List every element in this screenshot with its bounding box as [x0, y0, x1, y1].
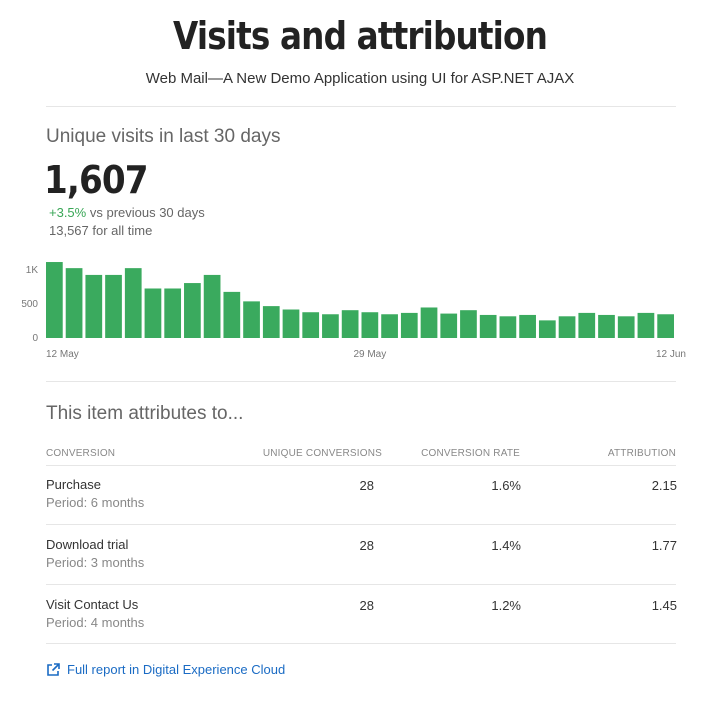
visits-bar[interactable]	[262, 306, 280, 338]
visits-bar[interactable]	[223, 291, 241, 338]
page-subtitle: Web Mail—A New Demo Application using UI…	[145, 70, 575, 87]
visits-bar[interactable]	[578, 312, 596, 338]
visits-bar[interactable]	[558, 316, 576, 338]
chart-divider	[46, 381, 676, 382]
visits-bar[interactable]	[341, 310, 359, 338]
unique-conversions-value: 28	[359, 478, 374, 493]
y-axis-tick-label: 500	[21, 299, 38, 310]
visits-bar[interactable]	[282, 309, 300, 338]
y-axis-tick-label: 1K	[26, 265, 39, 276]
y-axis-tick-label: 0	[32, 333, 38, 344]
conversion-rate-value: 1.2%	[491, 598, 521, 613]
attribution-value: 2.15	[651, 478, 677, 493]
conversion-name: Purchase	[46, 477, 101, 492]
row-divider	[46, 524, 676, 525]
visits-bar[interactable]	[322, 314, 339, 338]
x-axis-tick-label: 12 Jun	[656, 349, 686, 360]
visits-bar[interactable]	[598, 314, 615, 338]
row-divider	[46, 584, 676, 585]
visits-bar[interactable]	[184, 283, 201, 338]
conversion-name: Visit Contact Us	[46, 597, 139, 612]
attribution-value: 1.77	[651, 538, 677, 553]
visits-change: +3.5% vs previous 30 days	[49, 205, 205, 220]
visits-bar[interactable]	[381, 314, 398, 338]
external-link-icon	[47, 662, 60, 676]
column-header-unique-conversions: UNIQUE CONVERSIONS	[262, 448, 382, 459]
visits-bar[interactable]	[65, 268, 83, 338]
column-header-conversion: CONVERSION	[46, 448, 116, 459]
visits-bar[interactable]	[538, 320, 556, 338]
visits-change-text: vs previous 30 days	[86, 205, 205, 220]
visits-bar[interactable]	[164, 288, 182, 338]
visits-bar[interactable]	[243, 301, 260, 338]
visits-bar[interactable]	[420, 307, 438, 338]
full-report-link-label: Full report in Digital Experience Cloud	[67, 662, 286, 677]
unique-visits-count: 1,607	[44, 158, 149, 202]
visits-bar[interactable]	[85, 274, 103, 338]
unique-conversions-value: 28	[359, 598, 374, 613]
conversion-period: Period: 6 months	[46, 495, 145, 510]
visits-bar[interactable]	[144, 288, 162, 338]
visits-bar-chart: 1K 500 0 12 May 29 May 12 Jun	[21, 262, 686, 360]
visits-bar[interactable]	[519, 314, 536, 338]
visits-bar[interactable]	[637, 312, 655, 338]
visits-bar[interactable]	[105, 274, 122, 338]
visits-bar[interactable]	[617, 316, 635, 338]
row-divider	[46, 643, 676, 644]
visits-bar[interactable]	[400, 312, 418, 338]
visits-bar[interactable]	[657, 314, 674, 338]
visits-bar[interactable]	[124, 268, 142, 338]
conversion-rate-value: 1.6%	[491, 478, 521, 493]
table-header-divider	[46, 465, 676, 466]
page-title: Visits and attribution	[172, 14, 548, 58]
visits-bar[interactable]	[361, 312, 379, 338]
visits-change-percent: +3.5%	[49, 205, 87, 220]
conversion-period: Period: 3 months	[46, 555, 145, 570]
visits-bar[interactable]	[440, 313, 458, 338]
visits-bar[interactable]	[302, 312, 320, 338]
visits-bar[interactable]	[46, 262, 63, 338]
x-axis-tick-label: 29 May	[353, 349, 386, 360]
conversion-period: Period: 4 months	[46, 615, 145, 630]
x-axis-tick-label: 12 May	[46, 349, 79, 360]
conversion-rate-value: 1.4%	[491, 538, 521, 553]
visits-section-title: Unique visits in last 30 days	[46, 126, 281, 147]
visits-bar[interactable]	[499, 316, 517, 338]
column-header-attribution: ATTRIBUTION	[607, 448, 676, 459]
header-divider	[46, 106, 676, 107]
column-header-conversion-rate: CONVERSION RATE	[421, 448, 520, 459]
attribution-value: 1.45	[651, 598, 677, 613]
attribution-section-title: This item attributes to...	[46, 403, 244, 424]
visits-bar[interactable]	[479, 314, 497, 338]
full-report-link[interactable]: Full report in Digital Experience Cloud	[46, 662, 285, 677]
visits-all-time: 13,567 for all time	[49, 223, 153, 238]
visits-bar[interactable]	[460, 310, 477, 338]
conversion-name: Download trial	[46, 537, 129, 552]
visits-bar[interactable]	[203, 274, 221, 338]
unique-conversions-value: 28	[359, 538, 374, 553]
